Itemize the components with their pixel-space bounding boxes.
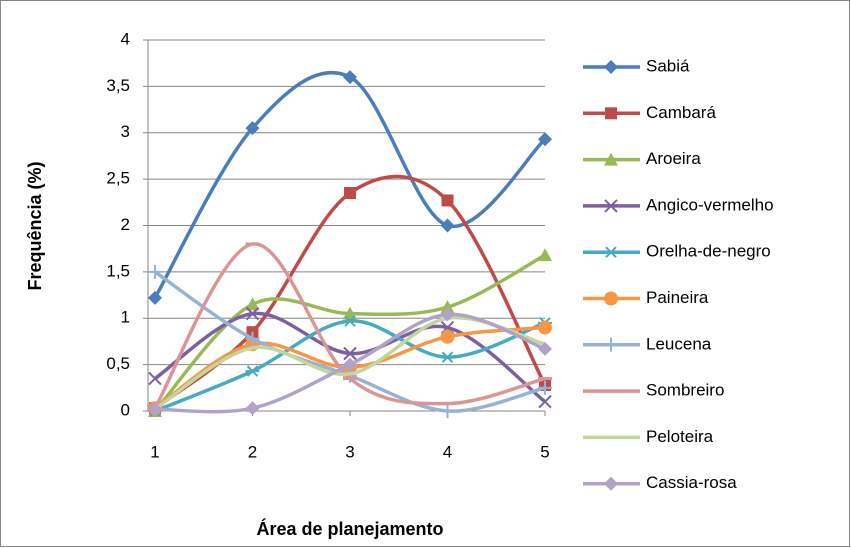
legend-marker — [604, 199, 618, 213]
marker — [245, 121, 260, 136]
legend-label: Orelha-de-negro — [646, 242, 771, 261]
x-tick-label: 1 — [150, 442, 159, 461]
legend-marker — [604, 476, 618, 491]
legend-label: Sombreiro — [646, 381, 724, 400]
legend-marker — [604, 246, 618, 258]
marker — [343, 70, 357, 85]
legend-label: Leucena — [646, 334, 712, 353]
marker — [440, 218, 455, 233]
marker — [344, 187, 356, 200]
series — [148, 307, 552, 417]
legend-label: Cassia-rosa — [646, 473, 737, 492]
x-tick-label: 2 — [248, 442, 257, 461]
marker — [538, 341, 552, 356]
marker — [440, 300, 455, 314]
marker — [538, 248, 552, 262]
y-tick-label: 0 — [121, 400, 130, 419]
marker — [245, 401, 260, 416]
series — [148, 306, 552, 409]
y-axis-title: Frequência (%) — [25, 161, 45, 290]
marker — [440, 329, 455, 344]
legend-label: Sabiá — [646, 56, 690, 75]
marker — [538, 132, 552, 147]
legend-marker — [604, 60, 618, 74]
marker — [538, 320, 552, 335]
y-tick-label: 1 — [121, 308, 130, 327]
legend-marker — [605, 107, 617, 120]
legend-label: Paineira — [646, 288, 709, 307]
legend-label: Cambará — [646, 103, 716, 122]
x-axis-title: Área de planejamento — [256, 518, 443, 539]
marker — [245, 331, 260, 346]
marker — [343, 346, 357, 361]
legend-marker — [604, 337, 618, 352]
line — [153, 253, 546, 413]
line — [153, 242, 546, 410]
x-tick-label: 5 — [540, 442, 549, 461]
series — [148, 70, 552, 305]
marker — [440, 351, 455, 363]
marker — [245, 297, 260, 311]
y-tick-label: 2 — [121, 215, 130, 234]
marker — [148, 371, 162, 386]
legend-label: Aroeira — [646, 149, 701, 168]
y-tick-label: 4 — [121, 29, 130, 48]
marker — [441, 194, 454, 207]
legend-label: Angico-vermelho — [646, 195, 774, 214]
marker — [343, 315, 357, 327]
x-tick-label: 4 — [443, 442, 452, 461]
marker — [440, 307, 455, 322]
y-tick-label: 2,5 — [106, 169, 130, 188]
marker — [148, 290, 162, 305]
marker — [440, 404, 455, 418]
marker — [343, 357, 357, 372]
y-tick-label: 1,5 — [106, 261, 130, 280]
y-tick-label: 3 — [121, 122, 130, 141]
marker — [538, 395, 552, 409]
legend-marker — [604, 152, 618, 166]
y-tick-label: 0,5 — [106, 354, 130, 373]
legend-marker — [604, 291, 618, 306]
marker — [148, 264, 162, 279]
y-tick-label: 3,5 — [106, 76, 130, 95]
marker — [538, 380, 552, 395]
marker — [148, 402, 162, 417]
x-tick-label: 3 — [345, 442, 354, 461]
legend-label: Peloteira — [646, 427, 714, 446]
marker — [245, 365, 260, 377]
marker — [245, 306, 260, 321]
